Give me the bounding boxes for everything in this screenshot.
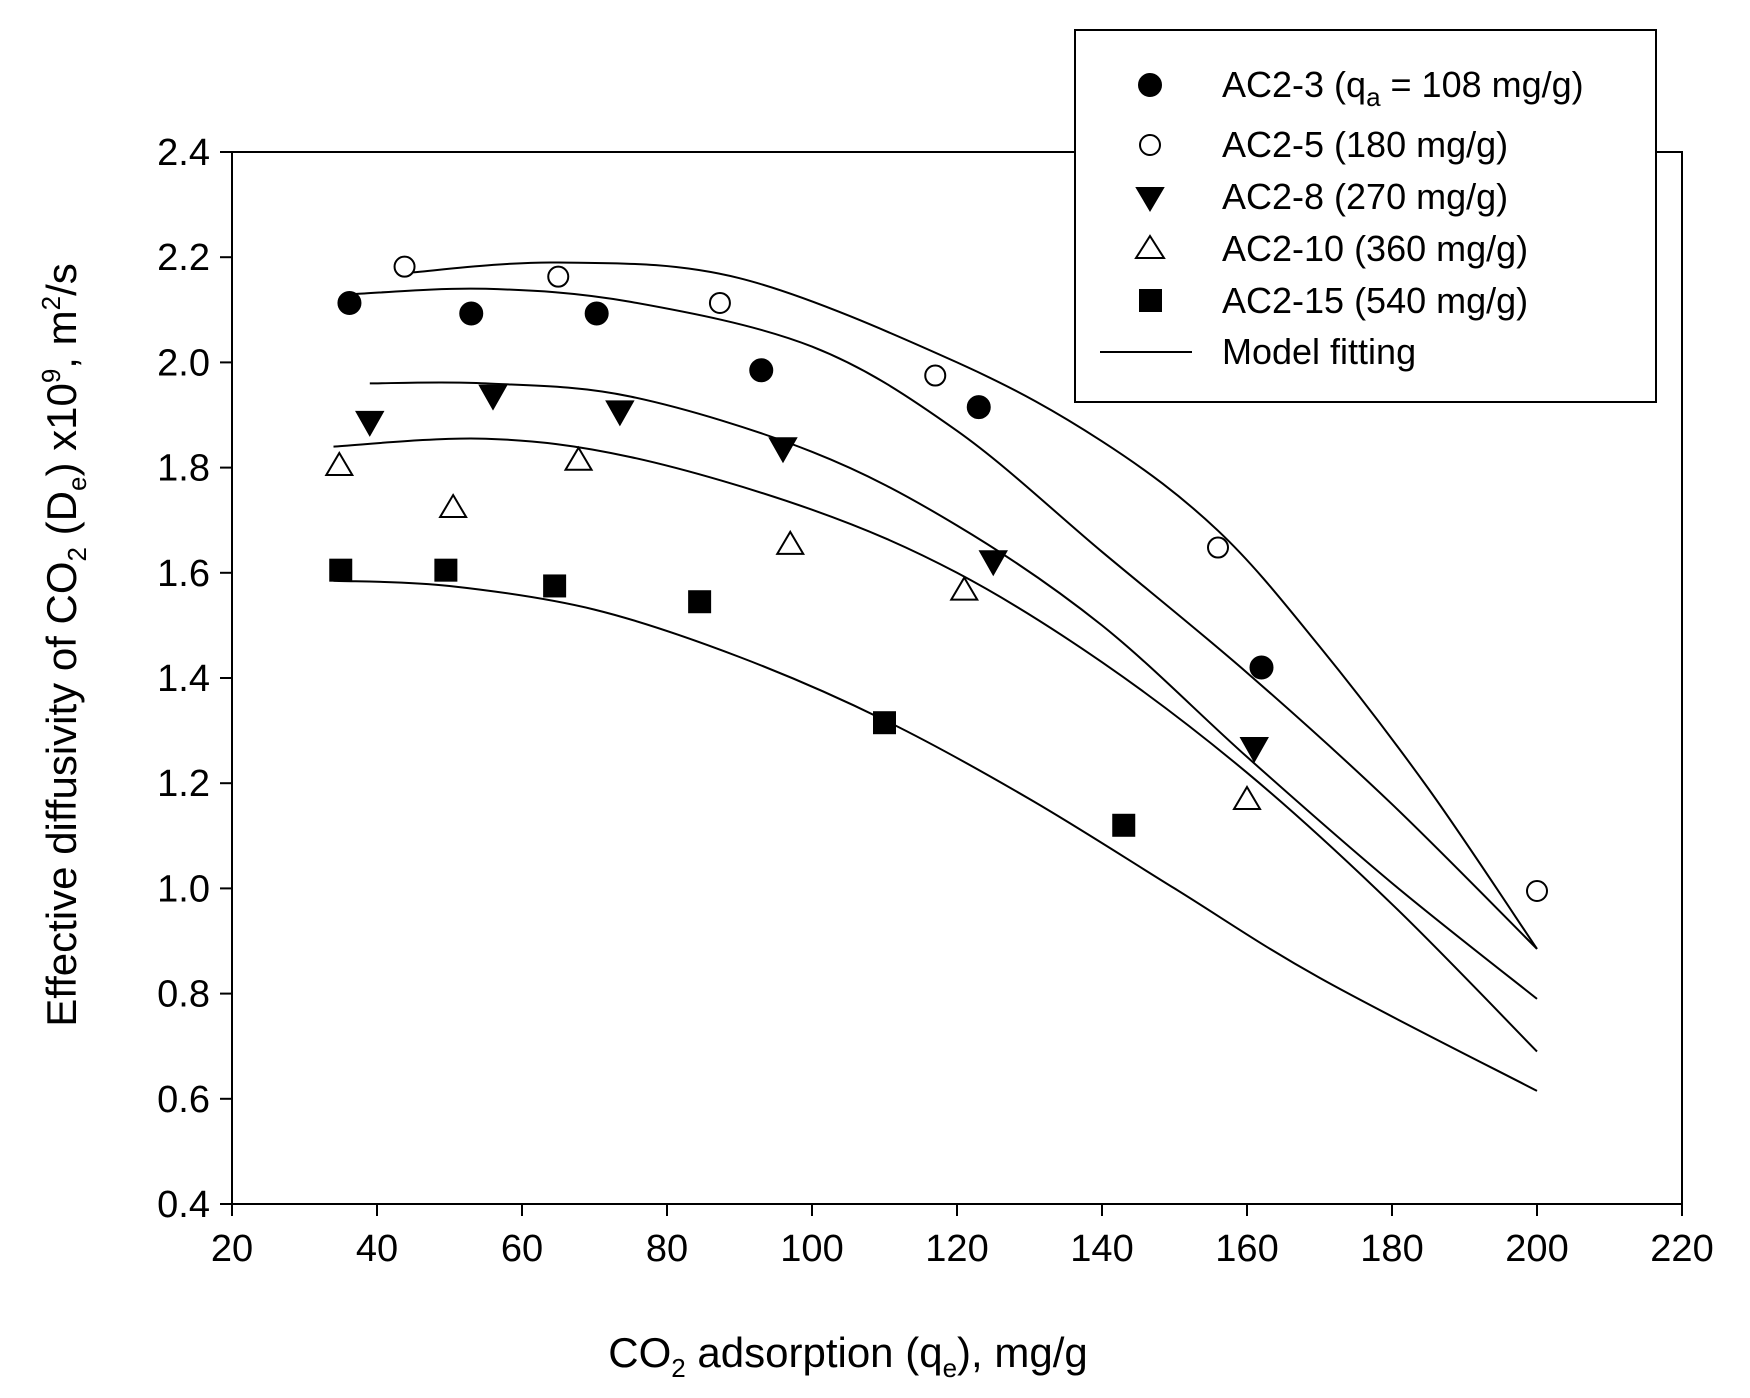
axes: 20 40 60 80 100 120 140 160 180 200 220 0.4 0.6 0.8 1.… [157, 132, 1714, 1270]
data-point-open-circle [1207, 536, 1229, 559]
data-point-open-circle [547, 265, 570, 288]
data-point-filled-triangle-down [605, 400, 635, 427]
model-fitting-curve [355, 287, 1538, 950]
legend-item-ac2-10: AC2-10 (360 mg/g) [1134, 228, 1528, 269]
data-point-filled-square [434, 558, 458, 582]
x-axis-title: CO2 adsorption (qe), mg/g [608, 1329, 1087, 1383]
data-points [324, 255, 1548, 903]
data-point-filled-circle [459, 301, 484, 326]
y-tick-label: 1.6 [157, 553, 210, 595]
model-fitting-curve [405, 261, 1538, 950]
data-point-open-triangle-up [1232, 785, 1262, 810]
model-fitting-curve [333, 579, 1538, 1092]
y-tick-label: 1.8 [157, 448, 210, 490]
y-tick-label: 2.0 [157, 342, 210, 384]
legend-item-ac2-3: AC2-3 (qa = 108 mg/g) [1138, 64, 1584, 112]
x-tick-label: 200 [1505, 1228, 1568, 1270]
legend-item-ac2-15: AC2-15 (540 mg/g) [1139, 280, 1528, 321]
data-point-open-circle [1526, 880, 1548, 903]
legend-item-ac2-8: AC2-8 (270 mg/g) [1135, 176, 1508, 217]
data-point-filled-triangle-down [1239, 737, 1269, 764]
x-tick-label: 80 [646, 1228, 688, 1270]
data-point-filled-triangle-down [478, 384, 508, 411]
model-fitting-curve [369, 381, 1538, 1000]
data-point-open-triangle-up [324, 451, 355, 476]
data-point-open-circle [708, 291, 731, 314]
data-point-filled-triangle-down [978, 550, 1008, 577]
y-tick-label: 1.4 [157, 658, 210, 700]
data-point-filled-circle [584, 301, 609, 326]
x-tick-label: 220 [1650, 1228, 1713, 1270]
legend-marker-filled-triangle-down [1135, 187, 1165, 212]
data-point-filled-square [329, 558, 353, 582]
legend-marker-filled-circle [1138, 73, 1162, 97]
x-tick-label: 180 [1360, 1228, 1423, 1270]
data-point-filled-triangle-down [768, 437, 798, 464]
x-tick-label: 40 [356, 1228, 398, 1270]
legend: AC2-3 (qa = 108 mg/g) AC2-5 (180 mg/g) A… [1074, 29, 1657, 403]
data-point-filled-square [688, 590, 712, 614]
legend-label: Model fitting [1222, 331, 1416, 372]
y-tick-label: 2.2 [157, 237, 210, 279]
x-tick-label: 160 [1215, 1228, 1278, 1270]
x-tick-label: 120 [925, 1228, 988, 1270]
legend-label: AC2-3 (qa = 108 mg/g) [1222, 64, 1584, 112]
data-point-open-triangle-up [563, 445, 594, 471]
legend-label: AC2-5 (180 mg/g) [1222, 124, 1508, 165]
x-tick-label: 140 [1070, 1228, 1133, 1270]
data-point-open-circle [393, 255, 416, 278]
x-tick-label: 100 [780, 1228, 843, 1270]
y-tick-label: 1.2 [157, 763, 210, 805]
data-point-filled-circle [1249, 655, 1274, 680]
data-point-filled-circle [337, 290, 362, 315]
y-tick-label: 2.4 [157, 132, 210, 174]
data-point-filled-circle [966, 395, 991, 420]
legend-box [1074, 29, 1657, 403]
y-tick-label: 0.6 [157, 1079, 210, 1121]
legend-marker-filled-square [1139, 289, 1162, 312]
legend-label: AC2-8 (270 mg/g) [1222, 176, 1508, 217]
data-point-filled-triangle-down [355, 410, 385, 437]
y-tick-label: 0.4 [157, 1184, 210, 1226]
y-tick-label: 1.0 [157, 868, 210, 910]
y-tick-label: 0.8 [157, 974, 210, 1016]
y-axis-title: Effective diffusivity of CO2 (De) x109, … [36, 263, 92, 1027]
data-point-filled-square [1112, 813, 1136, 837]
data-point-open-triangle-up [949, 575, 980, 601]
data-point-filled-square [543, 574, 567, 598]
data-point-open-circle [924, 364, 947, 387]
legend-marker-open-circle [1139, 134, 1161, 156]
model-fitting-curves [333, 261, 1538, 1092]
legend-label: AC2-10 (360 mg/g) [1222, 228, 1528, 269]
legend-marker-open-triangle-up [1134, 234, 1166, 259]
data-point-filled-square [873, 711, 896, 735]
data-point-open-triangle-up [775, 529, 806, 555]
model-fitting-curve [333, 437, 1538, 1053]
data-point-filled-circle [749, 358, 774, 383]
data-point-open-triangle-up [438, 493, 468, 519]
legend-item-ac2-5: AC2-5 (180 mg/g) [1139, 124, 1508, 165]
x-tick-label: 60 [501, 1228, 543, 1270]
legend-label: AC2-15 (540 mg/g) [1222, 280, 1528, 321]
legend-item-model-fitting: Model fitting [1100, 331, 1416, 372]
x-tick-label: 20 [211, 1228, 253, 1270]
